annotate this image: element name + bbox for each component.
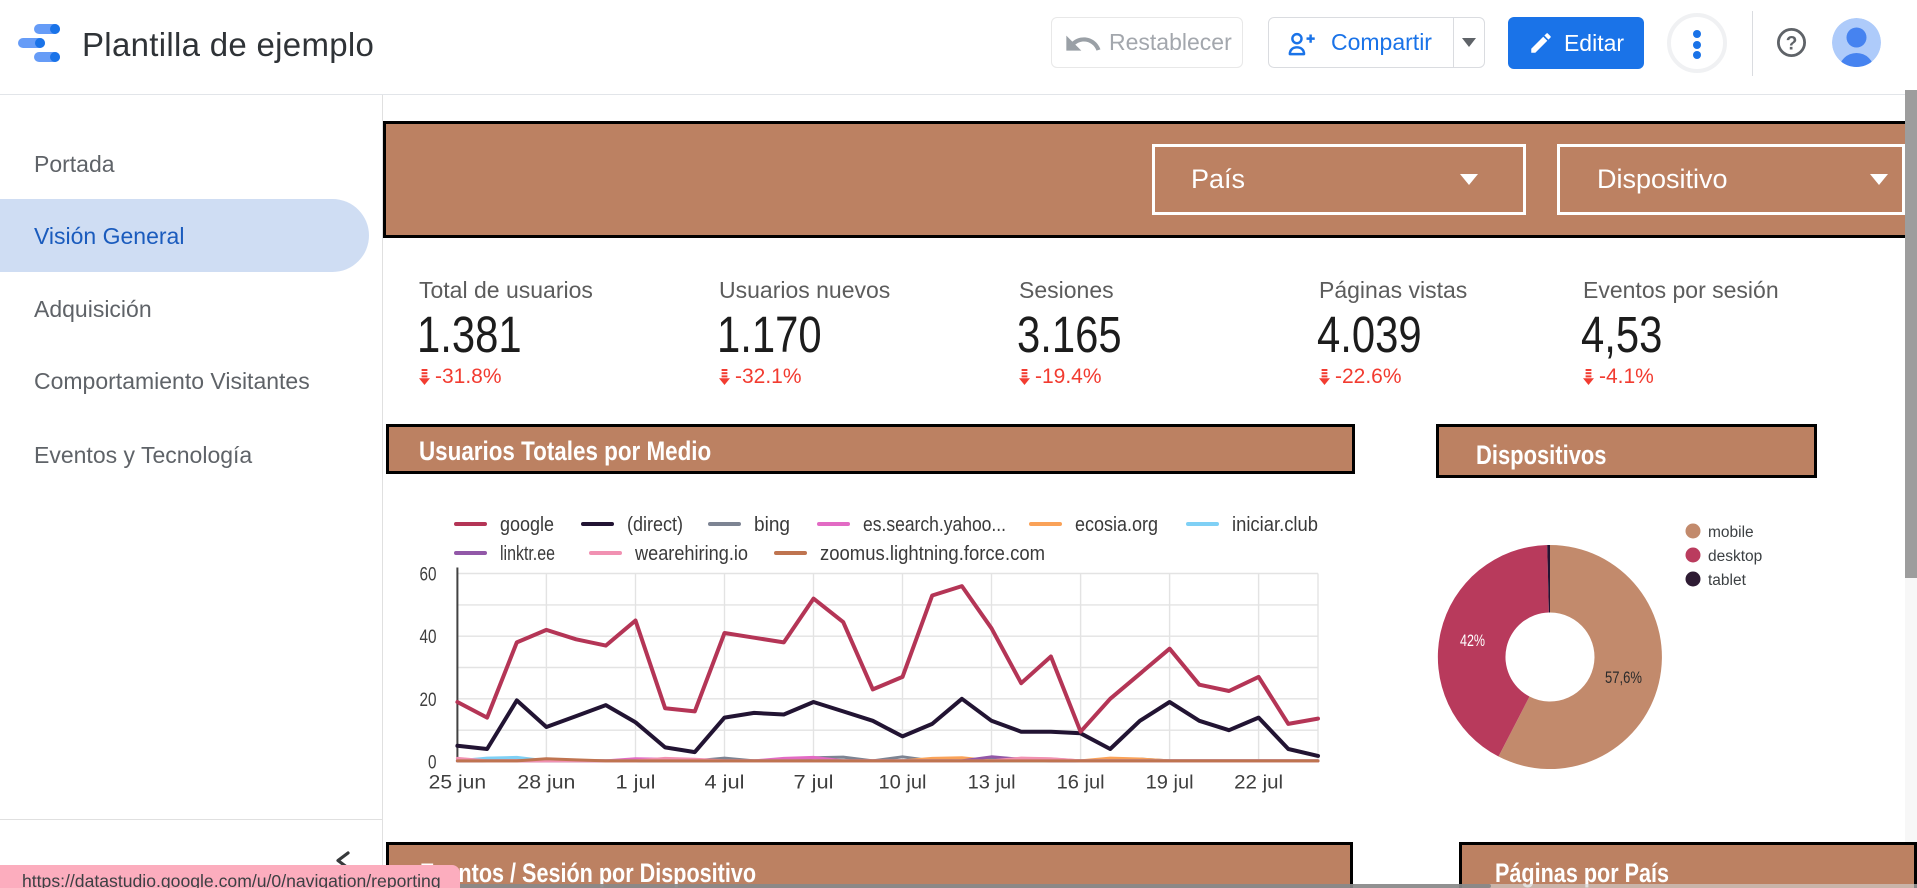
svg-text:7 jul: 7 jul [794,773,834,794]
svg-text:google: google [500,514,554,536]
svg-text:linktr.ee: linktr.ee [500,543,555,565]
svg-text:?: ? [1786,34,1798,55]
svg-text:40: 40 [420,626,437,648]
svg-text:0: 0 [428,752,437,774]
svg-text:bing: bing [754,514,790,536]
svg-text:60: 60 [420,564,437,586]
svg-text:ecosia.org: ecosia.org [1075,514,1158,536]
svg-text:1 jul: 1 jul [616,773,656,794]
svg-text:wearehiring.io: wearehiring.io [634,543,748,565]
svg-text:tablet: tablet [1708,572,1747,589]
svg-text:4 jul: 4 jul [705,773,745,794]
svg-text:42%: 42% [1460,632,1485,650]
svg-text:desktop: desktop [1708,548,1762,565]
svg-text:mobile: mobile [1708,524,1754,541]
svg-text:10 jul: 10 jul [879,773,927,794]
svg-text:13 jul: 13 jul [968,773,1016,794]
svg-text:19 jul: 19 jul [1146,773,1194,794]
svg-text:(direct): (direct) [627,514,683,536]
svg-text:16 jul: 16 jul [1057,773,1105,794]
svg-text:es.search.yahoo...: es.search.yahoo... [863,514,1006,536]
svg-text:20: 20 [420,689,437,711]
svg-text:22 jul: 22 jul [1234,773,1283,794]
svg-text:iniciar.club: iniciar.club [1232,514,1318,536]
svg-text:57,6%: 57,6% [1605,669,1642,687]
svg-text:25 jun: 25 jun [429,773,487,794]
svg-text:zoomus.lightning.force.com: zoomus.lightning.force.com [820,543,1045,565]
svg-text:28 jun: 28 jun [517,773,575,794]
